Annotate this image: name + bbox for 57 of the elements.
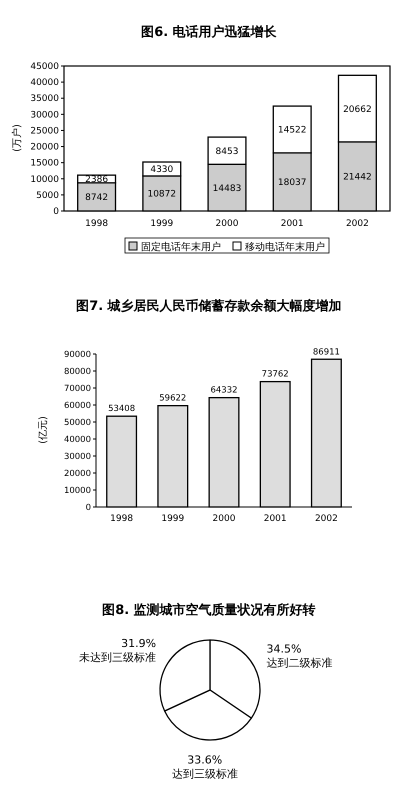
y-tick-label: 25000 (30, 126, 60, 136)
data-label: 8742 (85, 193, 108, 204)
data-label: 86911 (312, 347, 340, 358)
x-tick-label: 2002 (314, 514, 338, 524)
y-tick-label: 60000 (64, 401, 91, 411)
y-tick-label: 30000 (30, 110, 60, 120)
data-label: 31.9% (121, 637, 156, 650)
y-tick-label: 20000 (30, 142, 60, 153)
y-axis-title: (亿元) (38, 416, 49, 444)
y-tick-label: 45000 (30, 62, 60, 72)
legend-label: 固定电话年末用户 (141, 241, 221, 253)
x-tick-label: 2001 (280, 219, 304, 229)
data-label: 53408 (108, 404, 136, 414)
y-tick-label: 50000 (64, 418, 91, 428)
data-label: 14483 (212, 184, 242, 194)
data-label: 10872 (147, 190, 176, 200)
slice-label: 未达到三级标准 (79, 651, 156, 664)
y-tick-label: 80000 (64, 367, 91, 377)
y-axis-title: (万户) (11, 124, 23, 152)
y-tick-label: 40000 (64, 435, 91, 445)
x-tick-label: 1998 (85, 219, 108, 229)
data-label: 20662 (343, 104, 372, 115)
y-tick-label: 35000 (30, 94, 60, 104)
chart-title: 图8. 监测城市空气质量状况有所好转 (102, 602, 316, 618)
data-label: 21442 (343, 172, 372, 183)
slice-label: 达到三级标准 (172, 768, 238, 781)
x-tick-label: 1999 (161, 514, 185, 524)
x-tick-label: 1999 (150, 219, 174, 229)
y-tick-label: 5000 (36, 190, 60, 201)
data-label: 73762 (262, 370, 289, 380)
slice-label: 达到二级标准 (266, 656, 333, 670)
data-label: 18037 (278, 178, 307, 188)
data-label: 4330 (150, 165, 174, 176)
x-tick-label: 1998 (110, 514, 134, 524)
y-tick-label: 0 (53, 207, 60, 217)
y-tick-label: 10000 (64, 486, 91, 496)
y-tick-label: 30000 (64, 452, 91, 462)
data-label: 14522 (278, 126, 307, 136)
y-tick-label: 90000 (64, 350, 91, 360)
x-tick-label: 2001 (264, 514, 287, 524)
data-label: 8453 (216, 146, 238, 157)
y-tick-label: 70000 (64, 384, 91, 394)
legend-label: 移动电话年末用户 (245, 241, 325, 253)
y-tick-label: 0 (86, 503, 91, 513)
y-tick-label: 15000 (30, 158, 60, 169)
data-label: 64332 (210, 386, 238, 396)
chart-title: 图7. 城乡居民人民币储蓄存款余额大幅度增加 (76, 298, 342, 314)
x-tick-label: 2000 (216, 219, 239, 229)
x-tick-label: 2002 (346, 219, 369, 229)
x-tick-label: 2000 (212, 514, 236, 524)
y-tick-label: 10000 (30, 174, 60, 185)
chart-title: 图6. 电话用户迅猛增长 (141, 24, 278, 40)
y-tick-label: 40000 (30, 78, 60, 88)
data-label: 59622 (159, 394, 186, 404)
data-label: 34.5% (266, 642, 302, 656)
y-tick-label: 20000 (64, 469, 91, 479)
data-label: 33.6% (187, 754, 222, 767)
